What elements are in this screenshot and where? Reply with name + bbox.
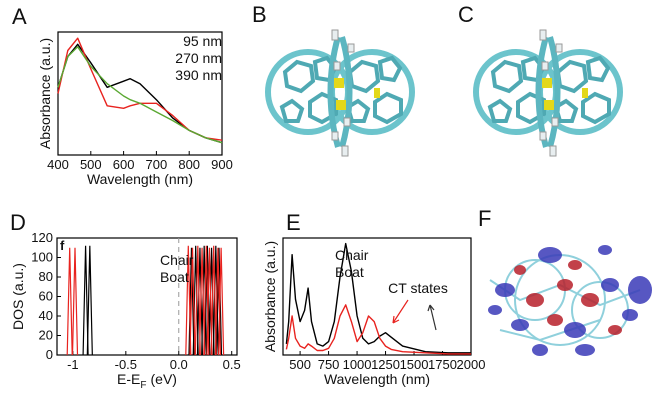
y-tick-label: 20 <box>39 328 53 343</box>
annotation: CT states <box>388 280 448 296</box>
x-axis-label: Wavelength (nm) <box>87 171 193 187</box>
x-tick-label: 1250 <box>371 357 400 372</box>
x-axis-label-main: E-E <box>117 371 140 387</box>
legend-entry: 270 nm <box>175 50 222 66</box>
x-tick-label: 0.5 <box>223 357 241 372</box>
y-axis-label: Absorbance (a.u.) <box>262 241 278 352</box>
legend-entry: Chair <box>335 247 369 263</box>
plot-frame <box>283 238 471 355</box>
y-tick-label: 100 <box>31 250 53 265</box>
legend-entry: Boat <box>160 269 189 285</box>
annotation-arrow <box>393 300 408 323</box>
panel-label: F <box>478 206 491 231</box>
y-tick-label: 0 <box>46 347 53 362</box>
orbital-f <box>488 245 652 356</box>
x-axis-label-sub: F <box>140 380 146 391</box>
annotation-arrow <box>428 305 436 330</box>
x-tick-label: 0.0 <box>170 357 188 372</box>
x-tick-label: 400 <box>47 157 69 172</box>
y-tick-label: 40 <box>39 308 53 323</box>
molecule-b <box>268 30 412 156</box>
x-tick-label: -1 <box>67 357 79 372</box>
panel-label: D <box>10 210 26 235</box>
dos-peak <box>67 248 72 355</box>
panel-label: A <box>12 4 27 29</box>
x-axis-label-unit: (eV) <box>151 371 177 387</box>
x-tick-label: 700 <box>146 157 168 172</box>
legend-entry: Chair <box>160 252 194 268</box>
y-axis-label: Absorbance (a.u.) <box>37 38 53 149</box>
x-tick-label: 1500 <box>400 357 429 372</box>
x-tick-label: 500 <box>80 157 102 172</box>
y-tick-label: 80 <box>39 269 53 284</box>
y-tick-label: 60 <box>39 289 53 304</box>
panel-label: E <box>286 210 301 235</box>
legend-entry: 95 nm <box>183 33 222 49</box>
dos-peak <box>87 246 92 355</box>
y-axis-label: DOS (a.u.) <box>10 263 26 330</box>
x-tick-label: 900 <box>211 157 233 172</box>
x-tick-label: 1750 <box>428 357 457 372</box>
x-tick-label: 600 <box>113 157 135 172</box>
x-tick-label: 1000 <box>343 357 372 372</box>
panel-label: C <box>458 2 474 27</box>
x-axis-label: Wavelength (nm) <box>324 371 430 387</box>
x-tick-label: 500 <box>289 357 311 372</box>
panel-label: B <box>252 2 267 27</box>
legend-entry: Boat <box>335 264 364 280</box>
y-tick-label: 120 <box>31 230 53 245</box>
x-tick-label: 800 <box>178 157 200 172</box>
x-axis-label: E-EF (eV) <box>117 371 177 391</box>
x-tick-label: 2000 <box>457 357 486 372</box>
x-axis-label-main: Wavelength (nm) <box>87 171 193 187</box>
legend-entry: 390 nm <box>175 67 222 83</box>
molecule-c <box>476 30 620 156</box>
x-axis-label-main: Wavelength (nm) <box>324 371 430 387</box>
corner-label: f <box>60 238 65 253</box>
x-tick-label: -0.5 <box>115 357 137 372</box>
x-tick-label: 750 <box>318 357 340 372</box>
dos-peak <box>73 248 78 355</box>
figure: BCFA400500600700800900Wavelength (nm)Abs… <box>0 0 666 413</box>
